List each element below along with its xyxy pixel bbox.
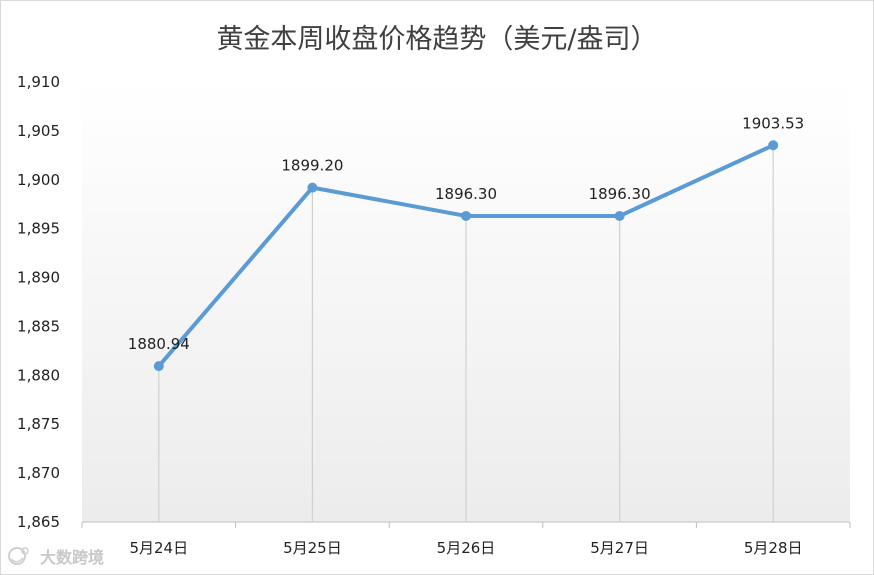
series-gold-close: 1880.94 1899.20 1896.30 1896.30 1903.53: [128, 114, 804, 372]
data-point: [461, 210, 471, 221]
y-tick-label: 1,905: [17, 122, 60, 140]
data-point: [768, 140, 779, 151]
watermark: 大数跨境: [8, 547, 104, 567]
data-label: 1899.20: [281, 157, 343, 175]
y-tick-label: 1,900: [17, 171, 60, 189]
y-tick-label: 1,875: [17, 415, 60, 433]
data-point: [307, 182, 318, 193]
y-tick-label: 1,910: [17, 73, 60, 91]
x-tick-label: 5月26日: [437, 539, 496, 557]
y-tick-label: 1,880: [17, 366, 60, 384]
drop-lines: [158, 145, 774, 522]
data-label: 1903.53: [742, 114, 804, 132]
data-label: 1896.30: [589, 185, 651, 203]
data-point: [153, 361, 164, 372]
brand-logo-icon: [8, 547, 29, 565]
watermark-text: 大数跨境: [40, 548, 104, 567]
data-point: [614, 210, 625, 221]
chart-title: 黄金本周收盘价格趋势（美元/盎司）: [216, 24, 657, 55]
data-label: 1896.30: [435, 185, 497, 203]
y-tick-label: 1,890: [17, 269, 60, 287]
y-tick-label: 1,865: [17, 513, 60, 531]
y-tick-label: 1,870: [17, 464, 60, 482]
x-tick-label: 5月28日: [744, 539, 803, 557]
y-tick-label: 1,885: [17, 317, 60, 335]
x-tick-label: 5月25日: [283, 539, 342, 557]
x-tick-label: 5月24日: [129, 539, 188, 557]
y-tick-label: 1,895: [17, 220, 60, 238]
data-label: 1880.94: [128, 335, 190, 353]
y-axis: 1,865 1,870 1,875 1,880 1,885 1,890 1,895 1,900…: [17, 73, 60, 531]
x-tick-label: 5月27日: [590, 539, 649, 557]
